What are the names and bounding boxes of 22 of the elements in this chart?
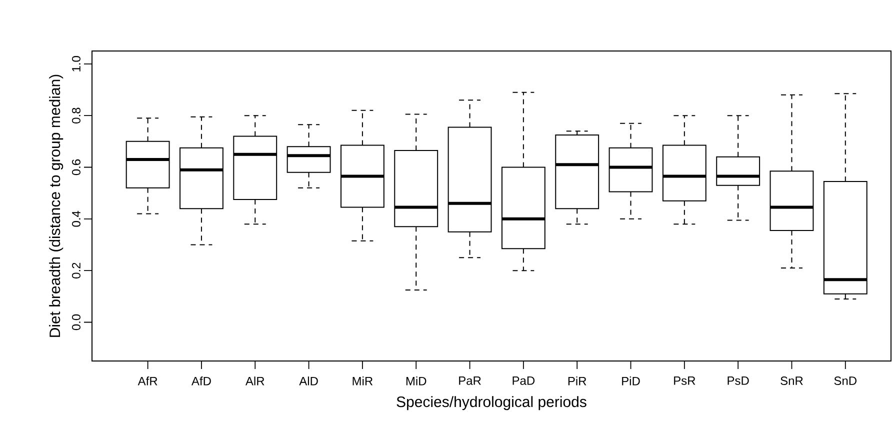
x-tick-label: PiR <box>568 376 586 386</box>
y-axis-title: Diet breadth (distance to group median) <box>49 74 64 337</box>
x-tick-label: PiD <box>622 376 640 386</box>
x-tick-label: PsR <box>674 376 696 385</box>
y-tick-label: 0.2 <box>72 262 80 278</box>
y-tick-label: 1.0 <box>72 56 80 72</box>
x-tick-label: AlR <box>245 376 264 386</box>
y-tick-label: 0.0 <box>72 314 80 330</box>
y-tick-label: 0.4 <box>72 210 80 227</box>
x-tick-label: SnD <box>834 376 856 386</box>
x-tick-label: AfR <box>138 376 158 386</box>
x-tick-label: AlD <box>299 376 318 386</box>
x-tick-label: PaR <box>459 376 481 385</box>
x-tick-label: MiR <box>352 376 373 386</box>
x-tick-label: PaD <box>512 376 535 385</box>
x-tick-label: MiD <box>406 376 426 386</box>
y-tick-label: 0.6 <box>72 159 80 176</box>
x-axis-title: Species/hydrological periods <box>396 396 586 410</box>
x-tick-label: PsD <box>728 376 749 385</box>
x-tick-label: AfD <box>191 376 211 386</box>
x-tick-label: SnR <box>780 376 803 386</box>
y-tick-label: 0.8 <box>72 108 80 124</box>
